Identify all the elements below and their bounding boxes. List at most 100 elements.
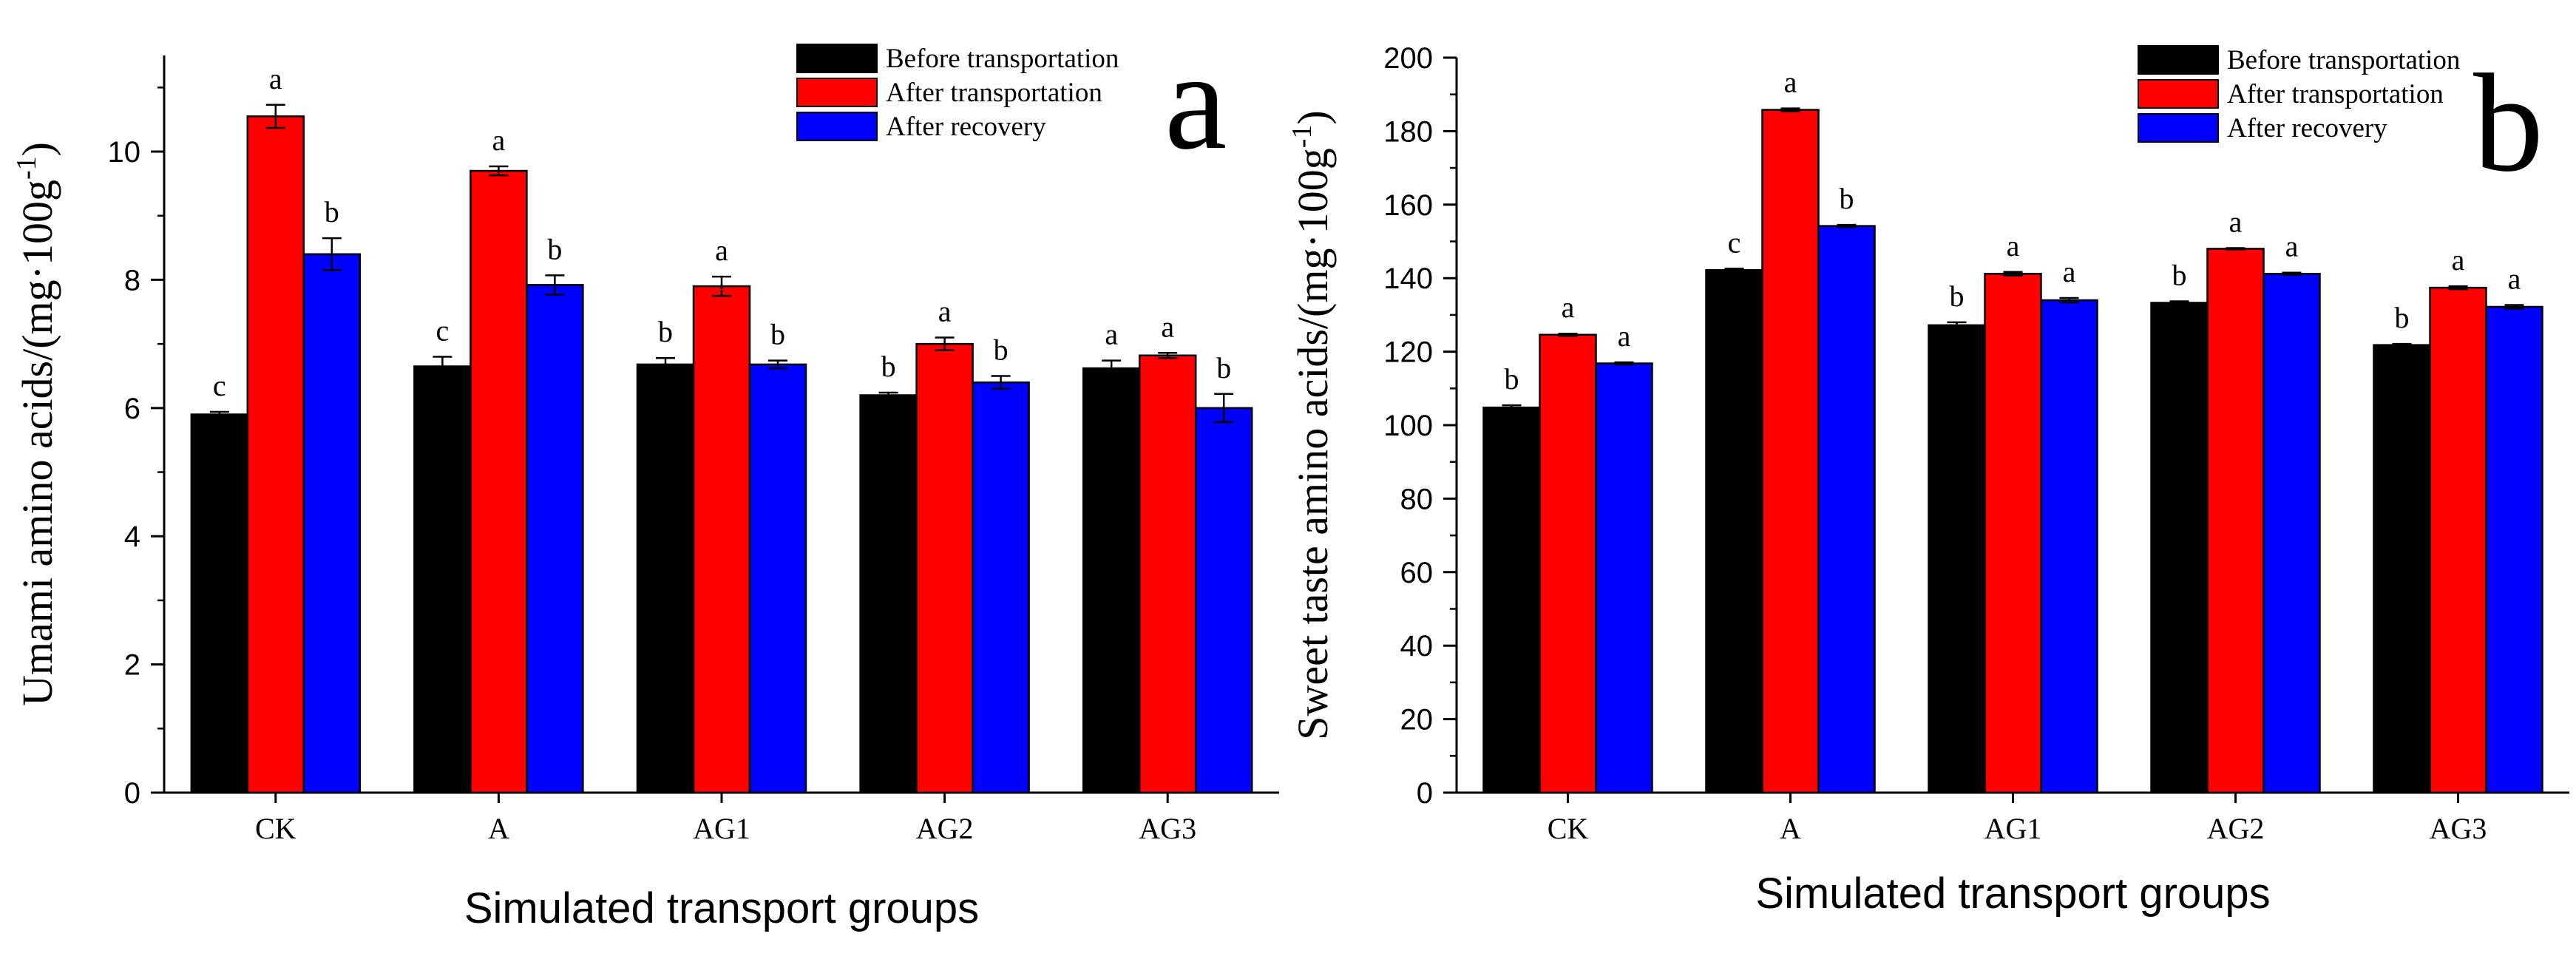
bar-after-a	[1761, 109, 1820, 794]
bar-before-ag1	[636, 363, 695, 794]
significance-letter: a	[269, 62, 282, 95]
significance-letter: c	[436, 314, 450, 347]
y-axis-label-main: Umami amino acids/(mg·100g	[13, 180, 61, 706]
x-tick-label-ag2: AG2	[2207, 812, 2265, 845]
legend-swatch-before	[2138, 45, 2219, 75]
significance-letter: a	[1618, 319, 1631, 353]
significance-letter: b	[2395, 301, 2410, 334]
bar-after-ag1	[1984, 272, 2042, 794]
significance-letter: b	[994, 333, 1009, 366]
bar-before-ag2	[2150, 302, 2209, 794]
bar-before-ag3	[1082, 367, 1141, 794]
legend-swatch-before	[796, 44, 878, 73]
bar-recovery-ag2	[972, 381, 1030, 794]
bar-after-ag1	[692, 285, 751, 794]
x-tick-label-ag1: AG1	[693, 812, 750, 845]
significance-letter: b	[770, 318, 785, 351]
y-axis-label-close: )	[1289, 110, 1337, 124]
significance-letter: b	[881, 350, 896, 383]
x-tick-label-ck: CK	[1548, 812, 1589, 845]
bar-after-ck	[1539, 333, 1597, 794]
y-tick-label: 0	[124, 777, 140, 810]
y-axis-label: Sweet taste amino acids/(mg·100g-1)	[1287, 110, 1337, 740]
y-tick-label: 140	[1383, 262, 1433, 295]
legend-label-before: Before transportation	[886, 44, 1119, 74]
y-axis-label: Umami amino acids/(mg·100g-1)	[11, 142, 61, 706]
y-tick-label: 20	[1400, 704, 1434, 736]
y-tick-label: 40	[1400, 630, 1434, 663]
significance-letter: b	[325, 195, 339, 228]
significance-letter: a	[492, 123, 506, 157]
significance-letter: a	[2285, 230, 2299, 263]
significance-letter: b	[1950, 279, 1965, 313]
significance-letter: a	[2508, 262, 2521, 295]
bar-before-ag2	[859, 394, 918, 794]
y-tick-label: 6	[124, 393, 140, 425]
significance-letter: a	[2452, 243, 2465, 277]
bar-after-a	[470, 169, 528, 794]
significance-letter: b	[2172, 259, 2187, 292]
bar-before-a	[413, 365, 472, 794]
legend-label-before: Before transportation	[2227, 45, 2460, 75]
y-tick-label: 60	[1400, 557, 1434, 589]
significance-letter: b	[1505, 362, 1519, 396]
bar-after-ag2	[915, 342, 974, 794]
legend-swatch-recovery	[796, 112, 878, 141]
legend-swatch-after	[2138, 79, 2219, 109]
y-tick-label: 120	[1383, 336, 1433, 369]
significance-letter: b	[547, 232, 562, 265]
bar-before-ck	[190, 413, 249, 794]
significance-letter: b	[1216, 351, 1231, 384]
significance-letter: a	[1562, 291, 1575, 324]
legend-label-after: After transportation	[2227, 79, 2444, 109]
y-tick-label: 200	[1383, 42, 1433, 75]
x-tick-label-a: A	[1780, 812, 1801, 845]
bar-after-ag3	[1138, 354, 1197, 794]
bar-recovery-ag1	[748, 363, 807, 794]
y-tick-label: 4	[124, 521, 140, 553]
x-tick-label-ag1: AG1	[1984, 812, 2042, 845]
y-tick-label: 10	[108, 136, 141, 169]
bar-recovery-ag3	[1194, 407, 1253, 794]
legend-label-after: After transportation	[886, 78, 1102, 108]
panel-letter: b	[2473, 46, 2543, 201]
significance-letter: b	[1840, 182, 1854, 215]
bar-before-a	[1705, 269, 1763, 794]
y-tick-label: 160	[1383, 189, 1433, 222]
significance-letter: a	[1784, 66, 1797, 99]
legend-label-recovery: After recovery	[886, 112, 1046, 142]
x-tick-label-a: A	[488, 812, 509, 845]
y-tick-label: 2	[124, 649, 140, 682]
panel-letter: a	[1165, 24, 1227, 179]
x-tick-label-ck: CK	[255, 812, 296, 845]
legend-label-recovery: After recovery	[2227, 113, 2387, 143]
significance-letter: a	[2229, 205, 2243, 238]
x-axis-label: Simulated transport groups	[1755, 870, 2270, 918]
y-tick-label: 0	[1417, 777, 1433, 810]
x-tick-label-ag2: AG2	[916, 812, 974, 845]
significance-letter: a	[1161, 310, 1174, 343]
bar-recovery-ck	[302, 253, 362, 794]
bar-recovery-a	[1817, 225, 1876, 794]
significance-letter: a	[1105, 318, 1118, 351]
y-axis-label-main: Sweet taste amino acids/(mg·100g	[1289, 148, 1337, 740]
legend-swatch-after	[796, 78, 878, 107]
significance-letter: a	[938, 294, 952, 328]
chart-panel-a: 0 2 4 6 8 10 CK c a b Ac a b AG1 b a b AG2 b a b AG3 a a b Before…	[11, 24, 1279, 932]
bar-recovery-ag3	[2485, 305, 2543, 794]
significance-letter: a	[2007, 229, 2020, 262]
x-tick-label-ag3: AG3	[1139, 812, 1196, 845]
y-axis-label-close: )	[13, 142, 61, 156]
bar-recovery-ag2	[2263, 272, 2321, 794]
significance-letter: a	[715, 234, 728, 267]
x-axis-label: Simulated transport groups	[464, 884, 979, 932]
bar-after-ag3	[2429, 286, 2487, 794]
y-axis-label-exponent: -1	[11, 156, 42, 180]
bar-before-ag3	[2373, 344, 2431, 794]
bar-recovery-ck	[1595, 362, 1653, 794]
bar-recovery-a	[526, 284, 584, 794]
y-axis-label-exponent: -1	[1287, 125, 1318, 149]
bar-recovery-ag1	[2040, 299, 2098, 794]
